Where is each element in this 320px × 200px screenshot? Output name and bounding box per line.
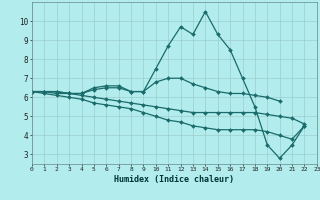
X-axis label: Humidex (Indice chaleur): Humidex (Indice chaleur) bbox=[115, 175, 234, 184]
